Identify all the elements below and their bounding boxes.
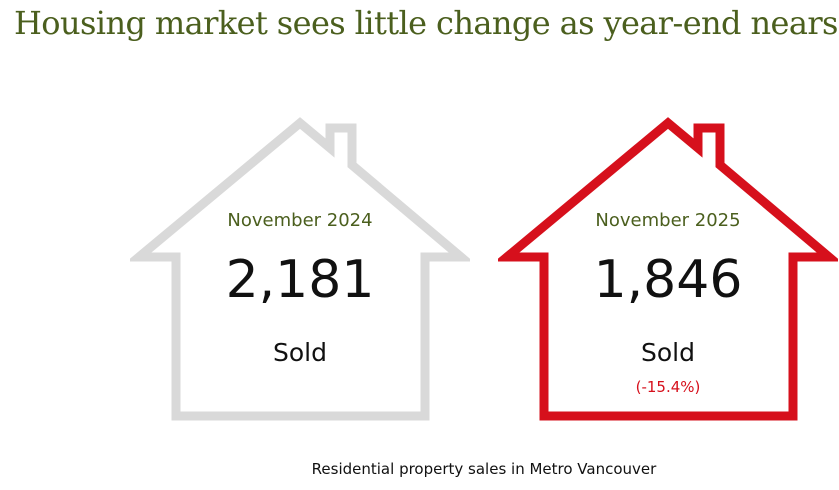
period-label: November 2025	[595, 210, 741, 231]
sold-count: 2,181	[225, 250, 375, 310]
house-outline-icon	[130, 117, 470, 421]
page-title: Housing market sees little change as yea…	[14, 4, 838, 42]
sold-label: Sold	[641, 338, 695, 367]
house-outline-icon	[498, 117, 838, 421]
house-card-2024: November 2024 2,181 Sold	[130, 110, 470, 430]
house-card-2025: November 2025 1,846 Sold (-15.4%)	[498, 110, 838, 430]
period-label: November 2024	[227, 210, 373, 231]
percent-change: (-15.4%)	[635, 378, 701, 396]
caption: Residential property sales in Metro Vanc…	[311, 460, 657, 478]
sold-label: Sold	[273, 338, 327, 367]
sold-count: 1,846	[593, 250, 743, 310]
